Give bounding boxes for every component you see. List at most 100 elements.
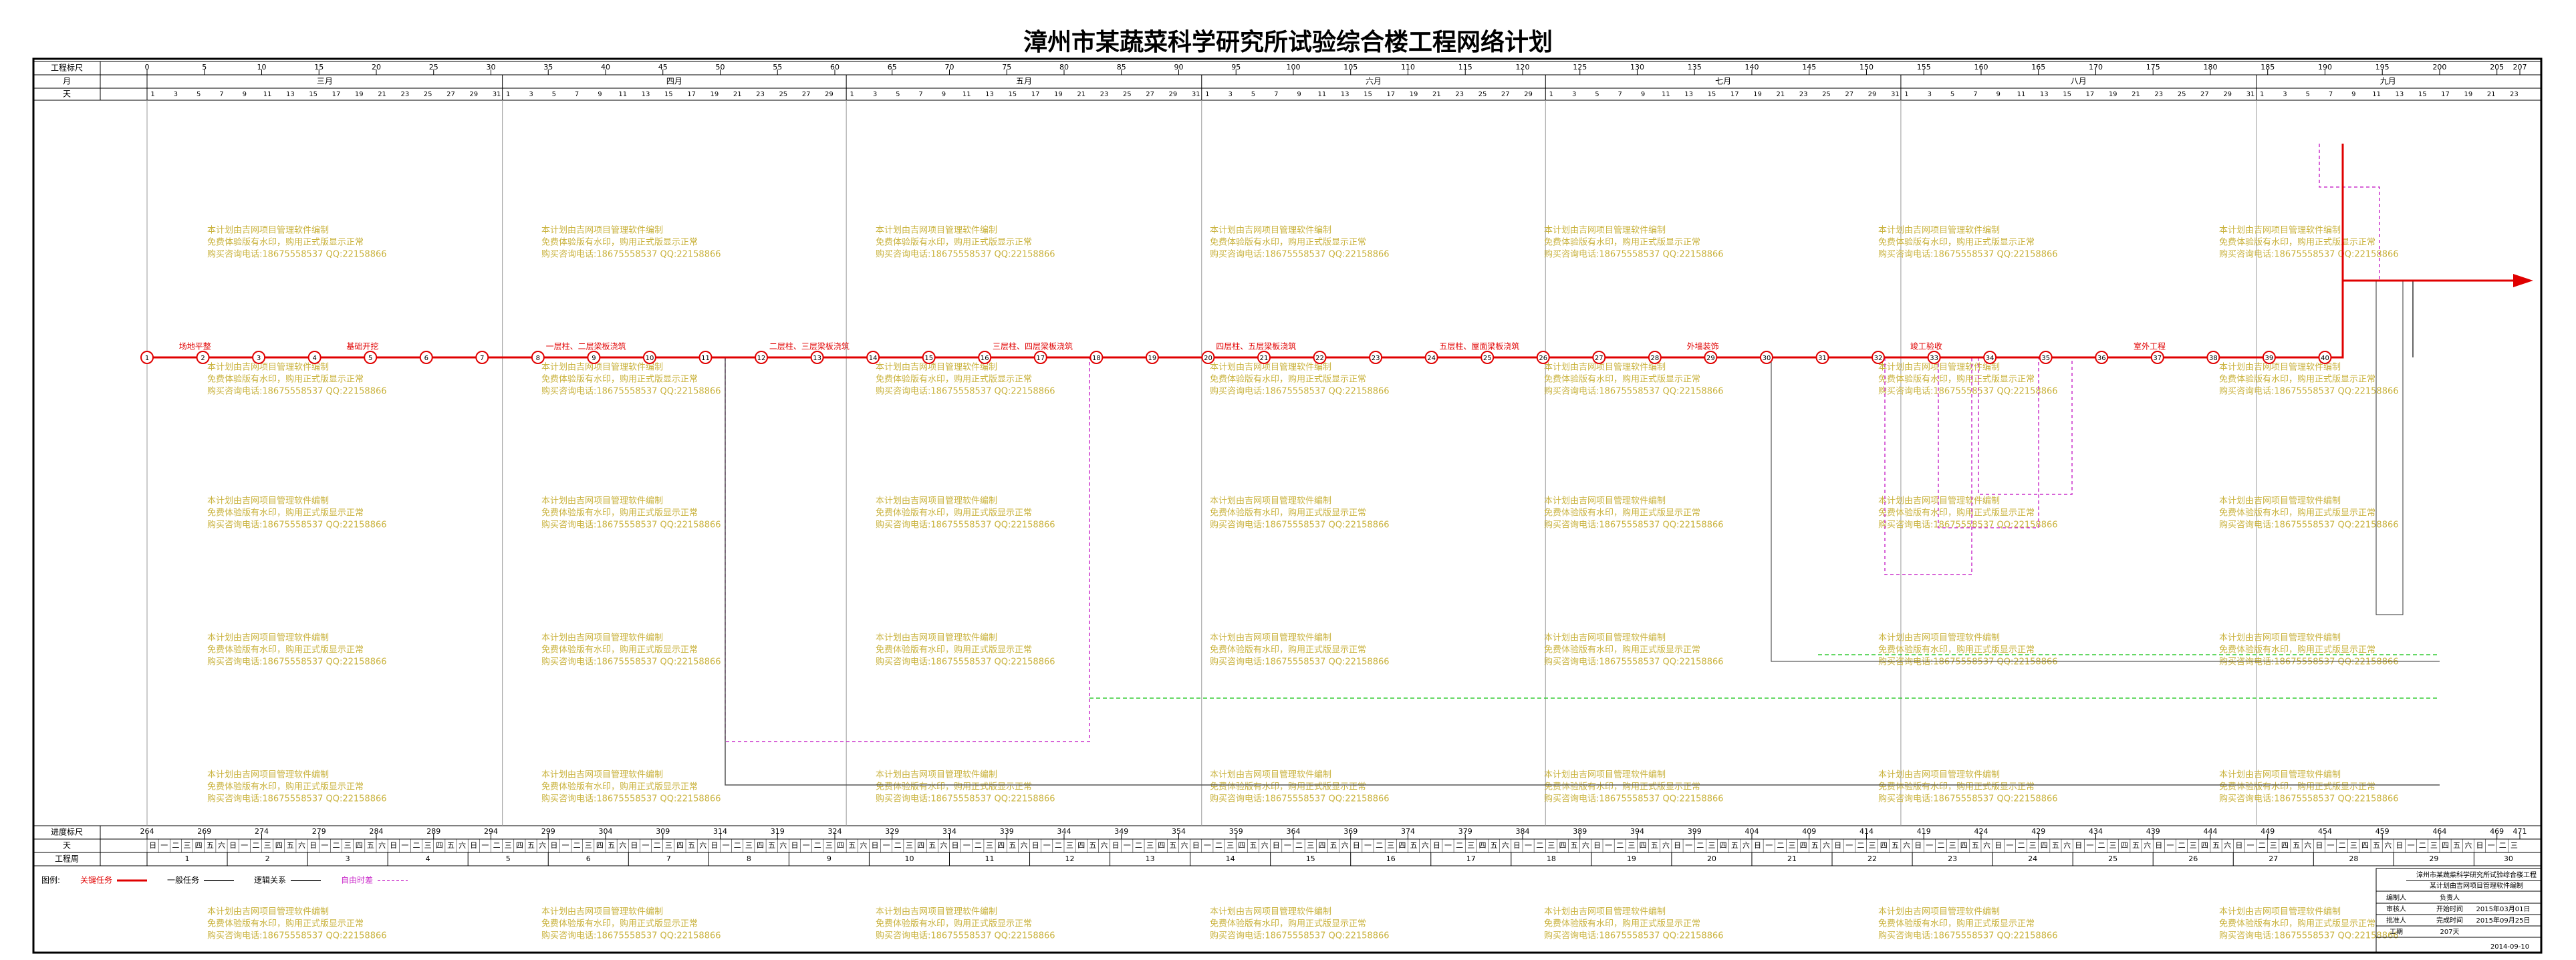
scale-tick: 374 [1401,827,1415,836]
watermark: 本计划由吉网项目管理软件编制 [541,496,663,506]
scale-tick: 185 [2261,63,2275,71]
node-label: 16 [981,355,989,362]
weekday: 一 [1444,841,1452,850]
weekday: 六 [1101,841,1108,850]
day: 17 [687,91,696,98]
weekday: 四 [917,841,924,850]
day: 13 [2040,91,2049,98]
weekday: 六 [699,841,706,850]
scale-tick: 150 [1859,63,1874,71]
watermark: 免费体验版有水印，购用正式版显示正常 [1878,919,2035,929]
weekday: 一 [883,841,890,850]
weekday: 四 [1318,841,1325,850]
node-label: 26 [1539,355,1547,362]
day: 3 [174,91,178,98]
day: 7 [1274,91,1278,98]
weekday: 二 [1295,841,1303,850]
watermark: 免费体验版有水印，购用正式版显示正常 [1878,374,2035,385]
weekday: 三 [1869,841,1876,850]
day: 3 [2283,91,2287,98]
node [364,351,378,364]
week: 21 [1787,854,1797,863]
week: 22 [1867,854,1877,863]
weekday: 三 [1708,841,1715,850]
weekday: 二 [573,841,581,850]
node-label: 8 [536,355,540,362]
scale-tick: 324 [827,827,842,836]
node-label: 20 [1204,355,1212,362]
weekday: 一 [481,841,489,850]
day: 1 [2260,91,2264,98]
watermark: 免费体验版有水印，购用正式版显示正常 [2219,237,2375,248]
day: 15 [664,91,673,98]
day: 1 [1904,91,1908,98]
scale-tick: 274 [255,827,269,836]
day: 29 [1169,91,1178,98]
weekday: 五 [608,841,615,850]
weekday: 一 [1845,841,1853,850]
weekday: 日 [2155,841,2162,850]
weekday: 四 [2361,841,2369,850]
scale-tick: 349 [1114,827,1128,836]
weekday: 五 [1089,841,1096,850]
day: 7 [1618,91,1622,98]
day: 5 [2306,91,2310,98]
watermark: 购买咨询电话:18675558537 QQ:22158866 [207,657,387,667]
scale-tick: 115 [1458,63,1472,71]
day: 27 [1845,91,1853,98]
day: 23 [2510,91,2519,98]
task-label: 场地平整 [179,341,211,351]
weekday: 日 [872,841,879,850]
scale-tick: 90 [1174,63,1183,71]
watermark: 本计划由吉网项目管理软件编制 [2219,770,2341,780]
watermark: 购买咨询电话:18675558537 QQ:22158866 [1878,931,2058,941]
day: 25 [1478,91,1487,98]
day: 21 [378,91,386,98]
day: 11 [1662,91,1670,98]
watermark: 免费体验版有水印，购用正式版显示正常 [2219,919,2375,929]
weekday: 四 [2442,841,2449,850]
watermark: 免费体验版有水印，购用正式版显示正常 [1210,919,1366,929]
day: 9 [243,91,247,98]
watermark: 购买咨询电话:18675558537 QQ:22158866 [1210,386,1390,397]
scale-tick: 35 [543,63,553,71]
weekday: 日 [1674,841,1681,850]
scale-tick: 45 [658,63,668,71]
watermark: 本计划由吉网项目管理软件编制 [2219,226,2341,236]
watermark: 购买咨询电话:18675558537 QQ:22158866 [1878,386,2058,397]
watermark: 免费体验版有水印，购用正式版显示正常 [541,782,698,792]
day: 1 [1549,91,1553,98]
weekday: 一 [2246,841,2254,850]
watermark: 购买咨询电话:18675558537 QQ:22158866 [207,386,387,397]
week: 10 [904,854,914,863]
day: 21 [2487,91,2496,98]
weekday: 二 [2017,841,2025,850]
scale-tick: 20 [372,63,381,71]
link [725,357,1090,742]
weekday: 四 [1077,841,1085,850]
weekday: 六 [2144,841,2151,850]
task-label: 基础开挖 [346,341,378,351]
scale-tick: 190 [2318,63,2332,71]
watermark: 本计划由吉网项目管理软件编制 [1878,363,2000,373]
weekday: 一 [1765,841,1773,850]
scale-tick: 304 [598,827,612,836]
day: 25 [779,91,787,98]
scale-tick: 269 [197,827,211,836]
month: 三月 [317,77,333,86]
day: 31 [2246,91,2255,98]
node-label: 18 [1092,355,1101,362]
link [1884,357,1972,575]
node-label: 17 [1036,355,1045,362]
node [1089,351,1104,364]
weekday: 三 [1788,841,1795,850]
watermark: 免费体验版有水印，购用正式版显示正常 [1878,237,2035,248]
weekday: 三 [1227,841,1234,850]
weekday: 日 [1353,841,1360,850]
weekday: 四 [2281,841,2289,850]
weekday: 四 [1559,841,1566,850]
day: 19 [2109,91,2117,98]
scale-tick: 379 [1458,827,1472,836]
week: 14 [1226,854,1235,863]
